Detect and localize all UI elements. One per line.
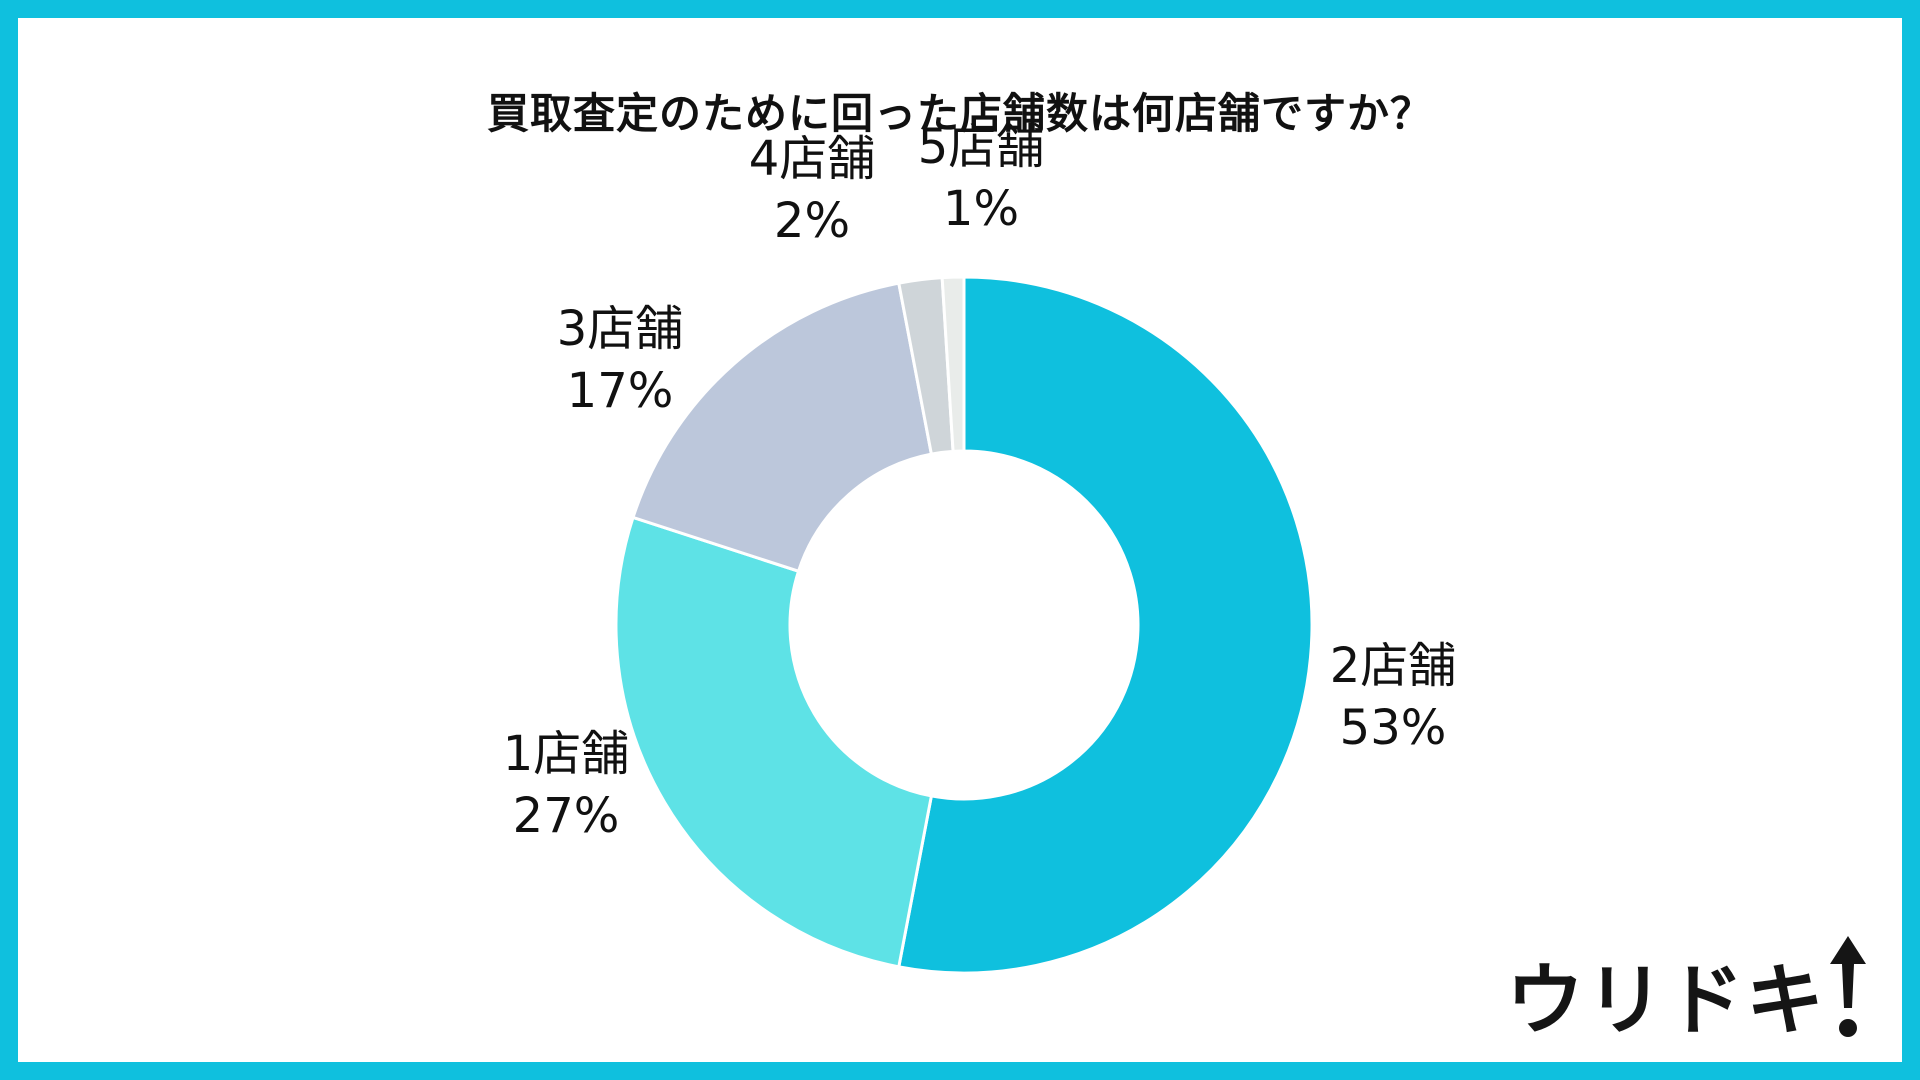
slice-percent-label: 53%	[1340, 700, 1447, 756]
slice-percent-label: 2%	[774, 193, 850, 249]
donut-slices	[614, 275, 1314, 975]
slice-labels: 2店舗 53% 1店舗 27% 3店舗 17% 4店舗 2% 5店舗 1%	[503, 119, 1457, 844]
slice-name-label: 5店舗	[918, 119, 1045, 175]
slice-percent-label: 1%	[943, 181, 1019, 237]
chart-title: 買取査定のために回った店舗数は何店舗ですか？	[486, 89, 1433, 138]
donut-slice-1	[897, 275, 1314, 975]
donut-slice-5	[940, 275, 966, 453]
slice-name-label: 1店舗	[503, 726, 630, 782]
slice-percent-label: 17%	[567, 363, 674, 419]
slice-name-label: 3店舗	[557, 301, 684, 357]
donut-slice-3	[631, 281, 934, 574]
slice-percent-label: 27%	[513, 788, 620, 844]
slice-name-label: 4店舗	[749, 131, 876, 187]
donut-slice-2	[614, 515, 934, 969]
up-arrow-exclamation-icon	[1830, 936, 1866, 1037]
logo-text: ウリドキ	[1505, 956, 1826, 1046]
uridoki-logo: ウリドキ	[1506, 936, 1868, 1040]
slice-name-label: 2店舗	[1330, 638, 1457, 694]
